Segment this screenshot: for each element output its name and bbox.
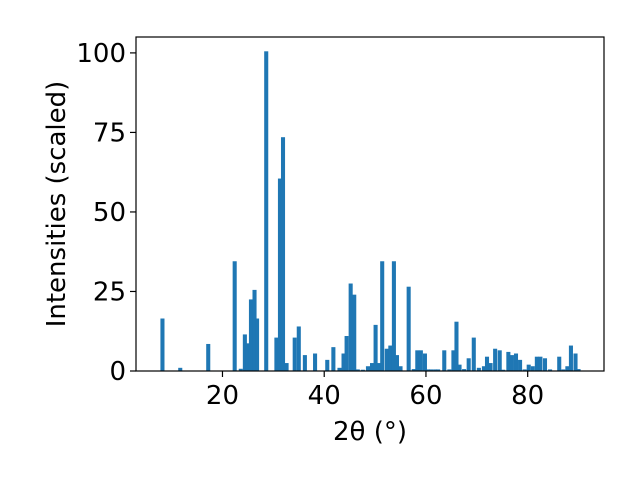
bar: [292, 337, 297, 371]
bar: [425, 369, 431, 371]
bar: [451, 350, 456, 371]
bar: [360, 369, 365, 371]
bar: [178, 367, 183, 371]
bar: [513, 353, 519, 371]
bar: [352, 294, 357, 371]
bar: [264, 51, 269, 372]
bar: [501, 369, 506, 371]
bar: [384, 348, 389, 371]
bar: [388, 345, 393, 371]
bar: [245, 343, 250, 371]
bar: [493, 348, 498, 371]
bar: [422, 353, 427, 371]
plot-frame: [135, 36, 605, 372]
bar: [576, 369, 581, 371]
bar: [542, 358, 548, 371]
bar: [573, 353, 578, 371]
bar: [398, 366, 403, 371]
bar: [436, 369, 441, 371]
bar: [418, 350, 423, 371]
bar: [337, 367, 342, 371]
bar: [242, 334, 247, 371]
bar: [568, 345, 573, 371]
bar: [488, 363, 493, 371]
bar: [160, 318, 165, 371]
bar: [302, 355, 307, 371]
bar: [538, 356, 543, 371]
bar: [232, 261, 237, 371]
bar: [365, 366, 370, 371]
bar: [522, 369, 527, 371]
ticks-group: 20 40 60 80 0 25 50 75 100: [76, 39, 544, 411]
y-tick-label: 100: [76, 39, 126, 69]
bar: [447, 369, 452, 371]
bar: [348, 283, 353, 371]
y-tick-label: 25: [93, 277, 126, 307]
bar: [277, 178, 282, 371]
bar: [296, 326, 301, 371]
x-axis-label: 2θ (°): [333, 417, 407, 447]
x-tick-label: 80: [511, 381, 544, 411]
y-tick-label: 50: [93, 198, 126, 228]
bar: [376, 363, 381, 371]
bar: [252, 289, 257, 371]
bar: [380, 261, 385, 371]
bar: [497, 350, 502, 371]
bar: [411, 369, 416, 371]
bar: [454, 321, 459, 371]
bar: [394, 355, 399, 371]
bar: [481, 366, 486, 371]
x-tick-label: 60: [409, 381, 442, 411]
bar: [238, 368, 243, 371]
bar: [341, 353, 346, 371]
bar: [457, 364, 462, 371]
bar: [548, 369, 553, 371]
bar: [565, 366, 570, 371]
x-tick-label: 40: [308, 381, 341, 411]
bar: [415, 350, 420, 371]
bar: [406, 286, 411, 371]
bar: [325, 359, 330, 371]
y-axis-label: Intensities (scaled): [42, 81, 72, 328]
bar: [433, 369, 438, 371]
bar: [462, 369, 467, 371]
bar: [373, 324, 378, 371]
bar: [206, 343, 211, 371]
bar: [471, 337, 476, 371]
bar: [331, 347, 336, 371]
bar: [557, 356, 562, 371]
bar: [530, 366, 535, 371]
bar: [484, 356, 490, 371]
bar: [280, 137, 286, 371]
bar: [429, 369, 434, 371]
bar: [370, 363, 375, 371]
bar: [248, 299, 253, 371]
bar: [561, 369, 566, 371]
bars-group: [160, 51, 581, 372]
bar: [442, 350, 447, 371]
bar: [274, 337, 279, 371]
bar: [518, 359, 523, 371]
bar: [313, 353, 318, 371]
y-tick-label: 75: [93, 118, 126, 148]
bar: [344, 336, 349, 371]
bar: [509, 355, 514, 371]
bar: [506, 351, 511, 371]
bar: [255, 318, 260, 371]
bar: [526, 364, 531, 371]
y-tick-label: 0: [109, 357, 126, 387]
bar: [355, 369, 360, 371]
bar: [534, 356, 539, 371]
bar: [391, 261, 396, 371]
bar: [476, 367, 481, 371]
bar: [284, 363, 289, 371]
x-tick-label: 20: [206, 381, 239, 411]
bar: [466, 358, 471, 371]
